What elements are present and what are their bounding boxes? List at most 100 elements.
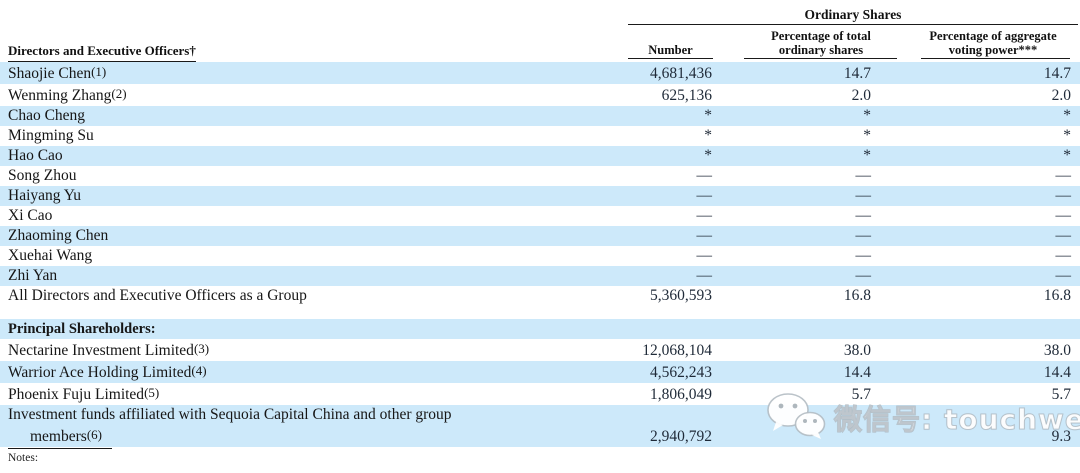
column-header-number: Number <box>648 43 693 57</box>
cell-pct-ordinary: * <box>863 127 871 144</box>
row-name: Zhaoming Chen <box>8 227 109 244</box>
cell-pct-voting: — <box>1055 227 1072 244</box>
table-row: Shaojie Chen(1) 4,681,436 14.7 14.7 <box>0 62 1080 84</box>
cell-number: — <box>696 267 713 284</box>
cell-pct-ordinary: 5.7 <box>851 386 871 403</box>
row-name: Warrior Ace Holding Limited(4) <box>8 363 207 381</box>
group-header-rule <box>628 24 1078 25</box>
cell-pct-ordinary: — <box>855 267 872 284</box>
table-row: Wenming Zhang(2) 625,136 2.0 2.0 <box>0 84 1080 106</box>
row-name: Haiyang Yu <box>8 187 82 204</box>
cell-pct-ordinary: * <box>863 147 871 164</box>
cell-pct-voting: * <box>1063 147 1071 164</box>
cell-pct-voting: — <box>1055 207 1072 224</box>
cell-pct-voting: 16.8 <box>1043 287 1071 304</box>
row-name: Wenming Zhang(2) <box>8 86 127 104</box>
cell-pct-ordinary: — <box>855 187 872 204</box>
section-gap <box>0 306 1080 319</box>
row-name: Shaojie Chen(1) <box>8 64 107 82</box>
table-row: Zhaoming Chen — — — <box>0 226 1080 246</box>
cell-number: — <box>696 167 713 184</box>
cell-number: — <box>696 247 713 264</box>
row-name: Xi Cao <box>8 207 53 224</box>
column-rule-pct-ordinary <box>744 58 897 59</box>
cell-pct-ordinary: 38.0 <box>843 342 871 359</box>
table-body: Shaojie Chen(1) 4,681,436 14.7 14.7 Wenming … <box>0 62 1080 447</box>
cell-pct-voting: 9.3 <box>1051 428 1071 445</box>
table-row: Warrior Ace Holding Limited(4) 4,562,243 1… <box>0 361 1080 383</box>
footnote-ref: (6) <box>86 427 102 442</box>
table-row: Nectarine Investment Limited(3) 12,068,10… <box>0 339 1080 361</box>
table-row: Principal Shareholders: <box>0 319 1080 339</box>
column-rule-number <box>628 58 713 59</box>
cell-number: 5,360,593 <box>650 287 712 304</box>
column-header-pct-voting: Percentage of aggregate voting power*** <box>929 29 1057 57</box>
cell-number: 12,068,104 <box>642 342 712 359</box>
row-name: All Directors and Executive Officers as … <box>8 287 307 304</box>
row-name: Mingming Su <box>8 127 94 144</box>
cell-pct-ordinary: — <box>855 227 872 244</box>
footnote-ref: (2) <box>111 86 127 101</box>
cell-number: — <box>696 227 713 244</box>
cell-pct-voting: * <box>1063 107 1071 124</box>
cell-number: 625,136 <box>661 87 712 104</box>
cell-pct-voting: — <box>1055 267 1072 284</box>
column-header-pct-ordinary: Percentage of total ordinary shares <box>771 29 871 57</box>
row-name: Investment funds affiliated with Sequoia… <box>8 406 452 445</box>
cell-pct-voting: * <box>1063 127 1071 144</box>
cell-number: * <box>704 147 712 164</box>
table-row: Investment funds affiliated with Sequoia… <box>0 405 1080 447</box>
footnote-ref: (5) <box>144 385 160 400</box>
cell-pct-voting: — <box>1055 187 1072 204</box>
row-name: Xuehai Wang <box>8 247 93 264</box>
cell-number: 4,562,243 <box>650 364 712 381</box>
cell-pct-ordinary: 14.4 <box>843 364 871 381</box>
cell-pct-voting: — <box>1055 167 1072 184</box>
table-row: Haiyang Yu — — — <box>0 186 1080 206</box>
row-name: Principal Shareholders: <box>8 321 156 337</box>
row-name: Song Zhou <box>8 167 77 184</box>
cell-number: * <box>704 127 712 144</box>
column-rule-pct-voting <box>921 58 1070 59</box>
cell-pct-voting: 2.0 <box>1051 87 1071 104</box>
table-row: All Directors and Executive Officers as … <box>0 286 1080 306</box>
table-row: Mingming Su * * * <box>0 126 1080 146</box>
row-group-header-directors: Directors and Executive Officers† <box>8 43 196 62</box>
group-header-ordinary-shares: Ordinary Shares <box>804 7 902 22</box>
cell-number: 4,681,436 <box>650 65 712 82</box>
cell-pct-ordinary: — <box>855 247 872 264</box>
cell-pct-ordinary: 14.7 <box>843 65 871 82</box>
cell-pct-ordinary: — <box>855 207 872 224</box>
footnote-ref: (3) <box>193 341 210 356</box>
row-name: Chao Cheng <box>8 107 86 124</box>
cell-pct-ordinary: * <box>863 107 871 124</box>
row-name: Nectarine Investment Limited(3) <box>8 341 210 359</box>
cell-pct-voting: — <box>1055 247 1072 264</box>
table-row: Xi Cao — — — <box>0 206 1080 226</box>
cell-number: * <box>704 107 712 124</box>
row-name: Zhi Yan <box>8 267 58 284</box>
cell-pct-voting: 38.0 <box>1043 342 1071 359</box>
cell-pct-voting: 14.4 <box>1043 364 1071 381</box>
table-row: Phoenix Fuju Limited(5) 1,806,049 5.7 5.7 <box>0 383 1080 405</box>
cell-pct-ordinary: 16.8 <box>843 287 871 304</box>
cell-pct-ordinary: 2.0 <box>851 87 871 104</box>
cell-pct-ordinary: — <box>855 167 872 184</box>
cell-pct-voting: 5.7 <box>1051 386 1071 403</box>
cell-number: — <box>696 187 713 204</box>
footnote-ref: (1) <box>91 64 107 79</box>
table-row: Xuehai Wang — — — <box>0 246 1080 266</box>
table-row: Song Zhou — — — <box>0 166 1080 186</box>
row-name: Phoenix Fuju Limited(5) <box>8 385 160 403</box>
cell-number: — <box>696 207 713 224</box>
table-row: Chao Cheng * * * <box>0 106 1080 126</box>
cell-number: 1,806,049 <box>650 386 712 403</box>
table-row: Hao Cao * * * <box>0 146 1080 166</box>
notes-divider <box>8 448 112 449</box>
notes-label: Notes: <box>8 452 39 464</box>
cell-number: 2,940,792 <box>650 428 712 445</box>
footnote-ref: (4) <box>191 363 207 378</box>
row-name: Hao Cao <box>8 147 63 164</box>
cell-pct-voting: 14.7 <box>1043 65 1071 82</box>
